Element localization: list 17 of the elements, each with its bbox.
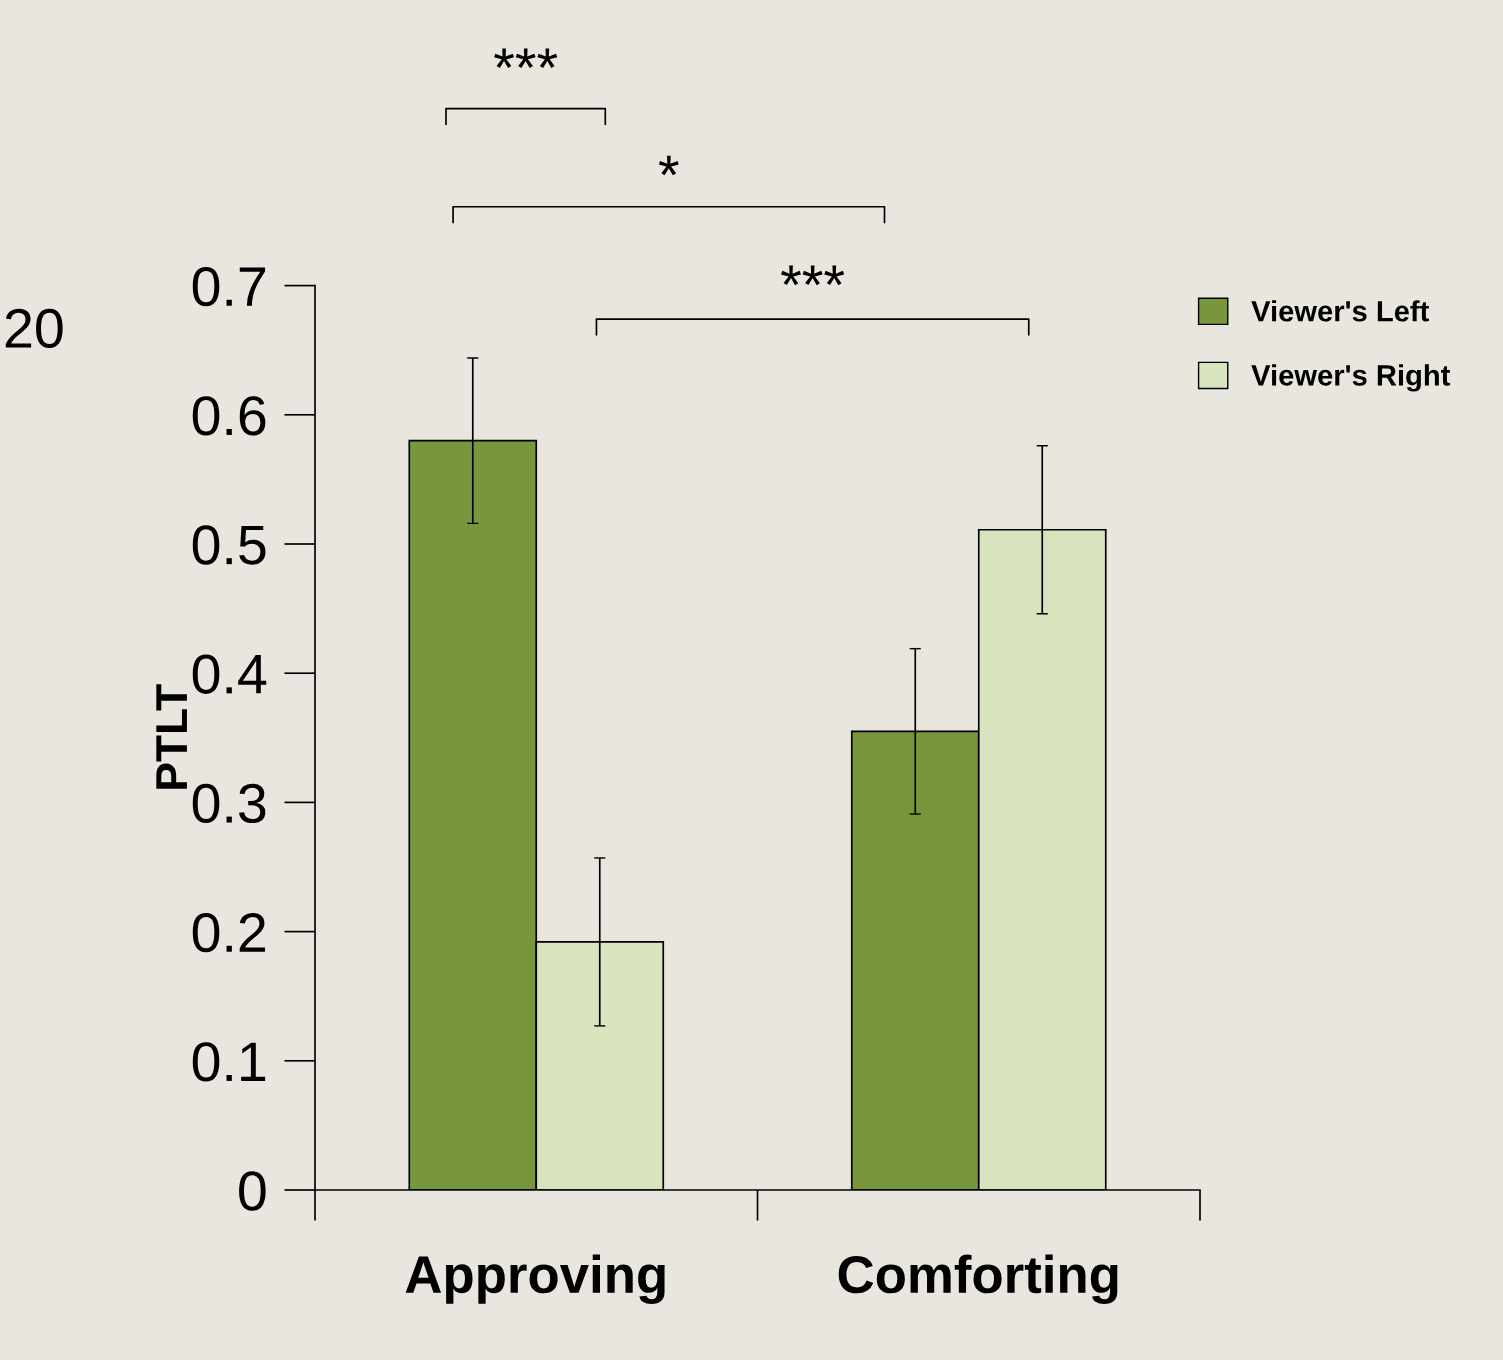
text: *** (494, 48, 558, 69)
legend-label: Viewer's Left (1251, 300, 1429, 322)
y-tick-label: 0.3 (192, 783, 266, 824)
legend-label: Viewer's Right (1251, 364, 1451, 392)
y-tick-label: 0.4 (192, 654, 267, 694)
x-tick-label: Comforting (838, 1254, 1118, 1305)
y-axis-title: PTLT (156, 684, 187, 789)
y-tick-label: 0.1 (192, 1042, 266, 1082)
text: 20 (5, 308, 63, 349)
y-tick-label: 0.6 (192, 396, 266, 436)
text: * (658, 155, 679, 176)
y-tick-label: 0.5 (192, 525, 266, 565)
y-tick-label: 0.7 (192, 266, 266, 307)
text: *** (781, 265, 845, 286)
x-tick-label: Approving (405, 1254, 665, 1305)
y-tick-label: 0 (239, 1171, 266, 1211)
y-tick-label: 0.2 (192, 912, 266, 953)
